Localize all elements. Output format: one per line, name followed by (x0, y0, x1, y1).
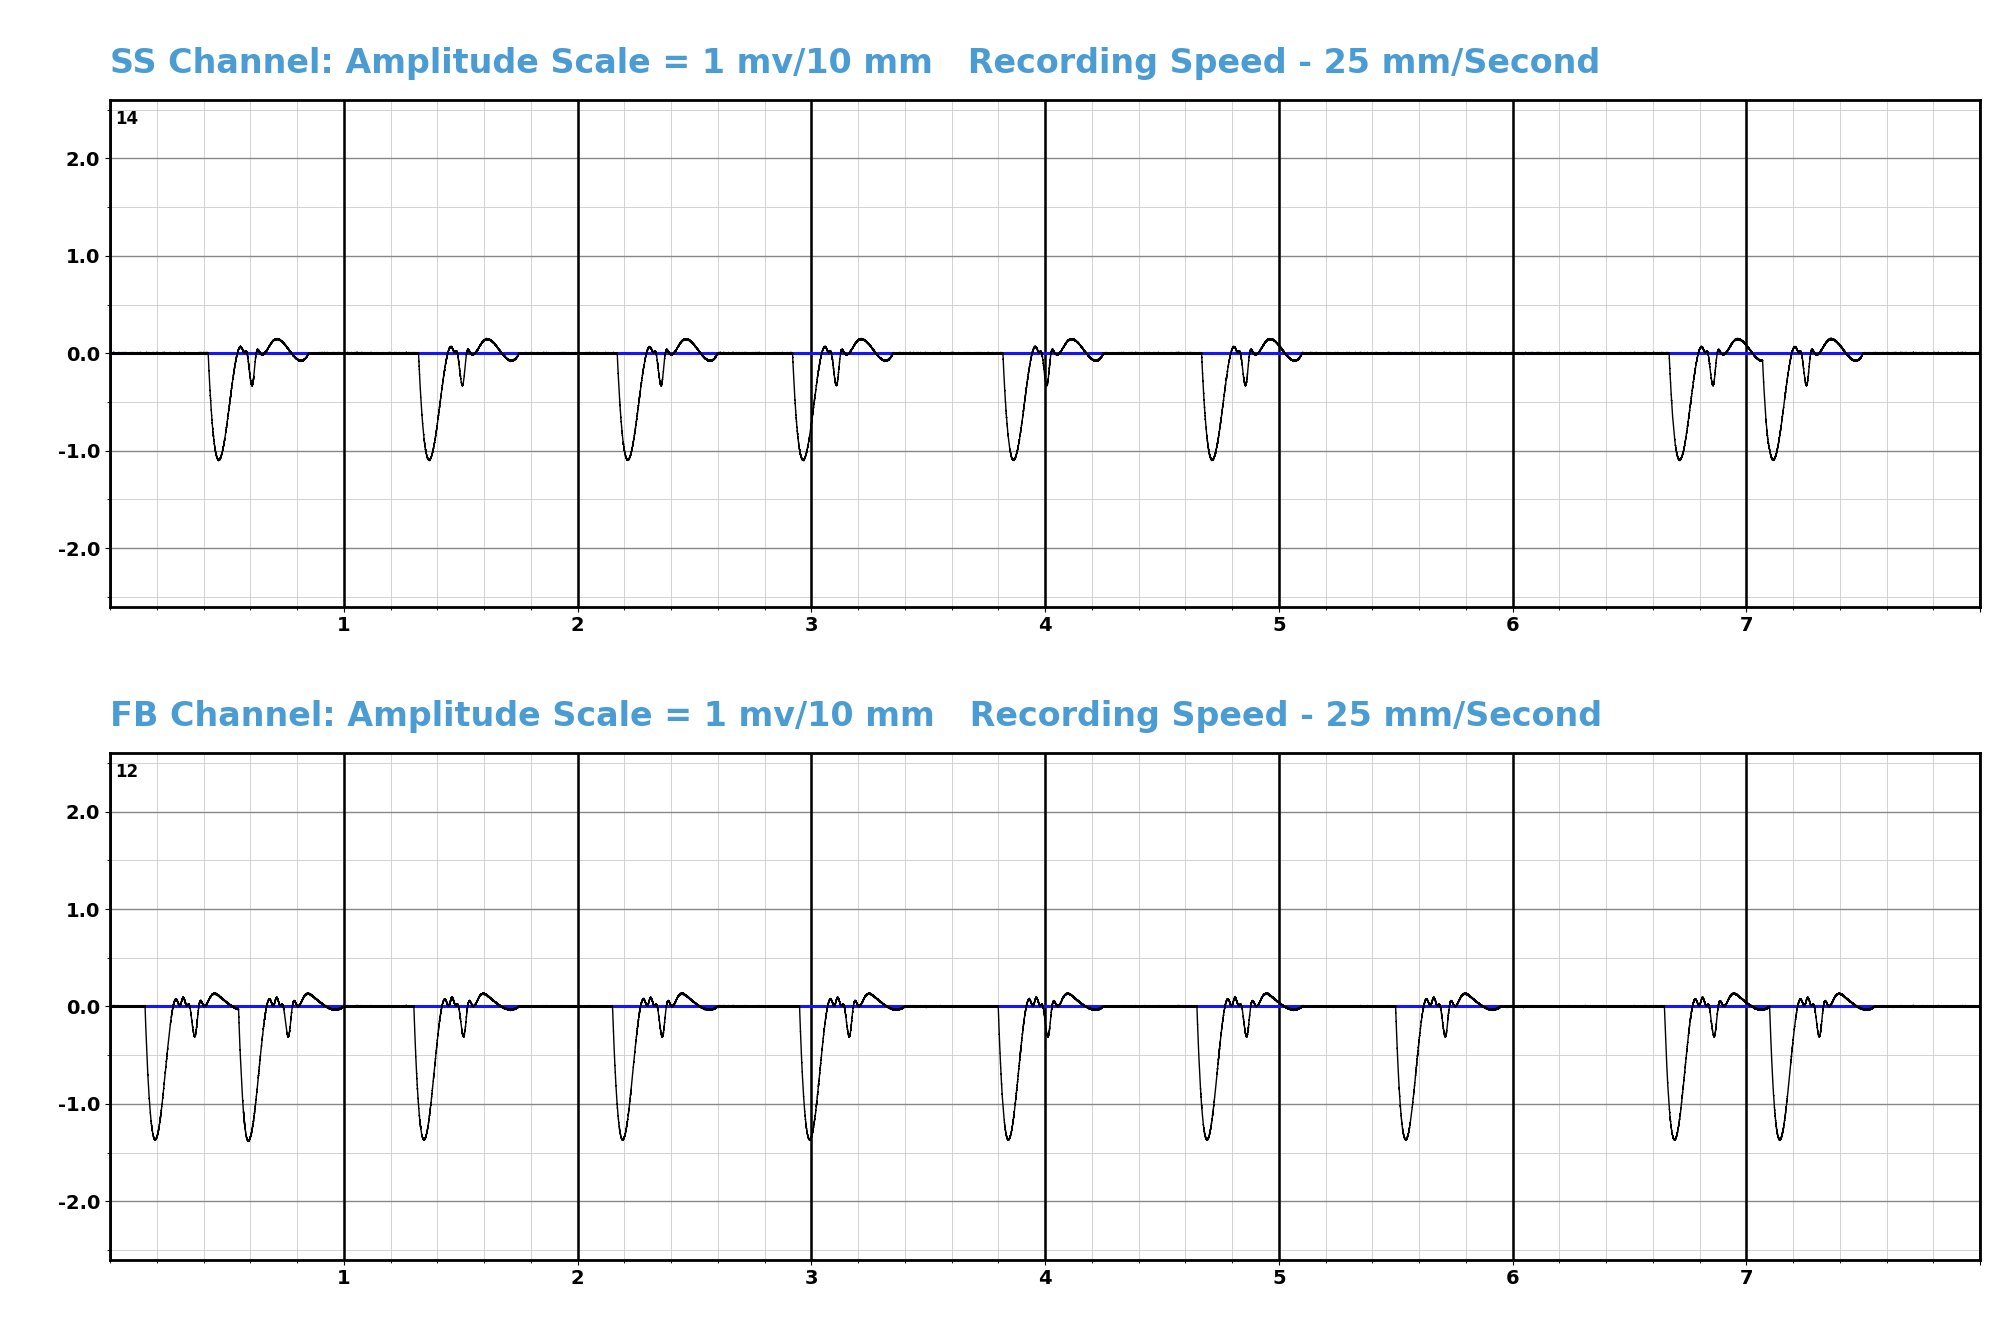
Text: SS Channel: Amplitude Scale = 1 mv/10 mm   Recording Speed - 25 mm/Second: SS Channel: Amplitude Scale = 1 mv/10 mm… (110, 47, 1600, 80)
Text: FB Channel: Amplitude Scale = 1 mv/10 mm   Recording Speed - 25 mm/Second: FB Channel: Amplitude Scale = 1 mv/10 mm… (110, 700, 1602, 733)
Text: 12: 12 (116, 764, 138, 781)
Text: 14: 14 (116, 111, 138, 128)
